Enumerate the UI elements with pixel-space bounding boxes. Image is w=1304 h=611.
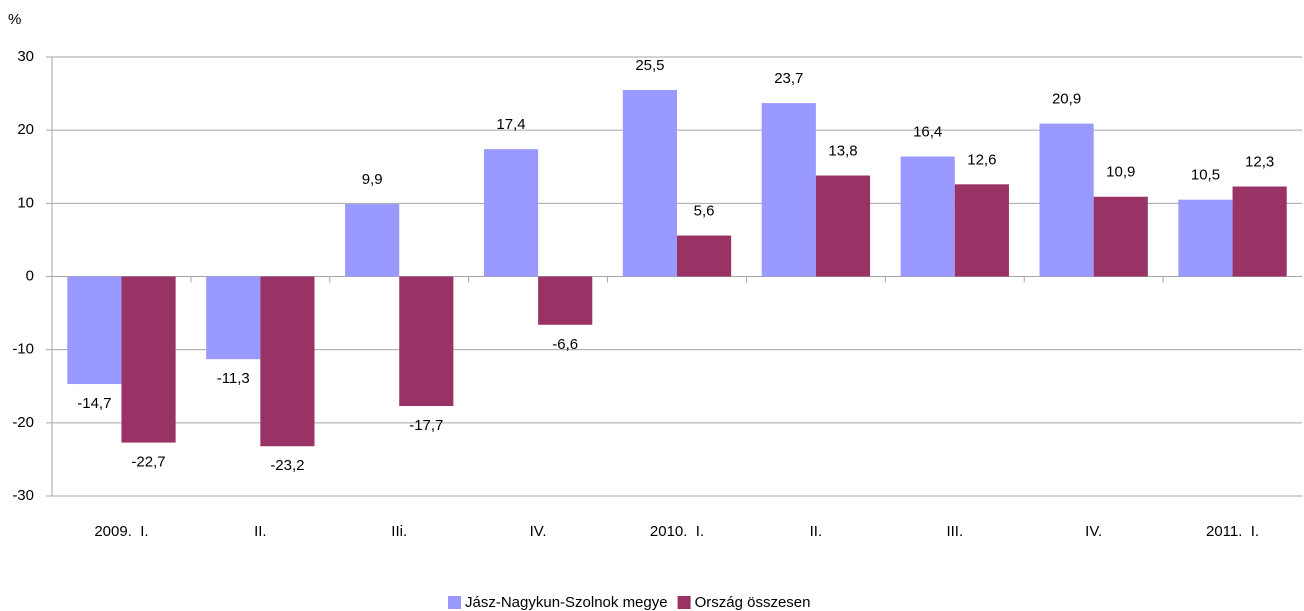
y-tick-label: -20: [12, 414, 34, 431]
value-label: -6,6: [552, 336, 578, 353]
bar: [345, 204, 400, 277]
bar: [260, 276, 315, 447]
x-tick-label: IV.: [530, 523, 547, 540]
value-label: 9,9: [362, 171, 383, 188]
bar: [815, 175, 871, 277]
x-tick-label: II.: [810, 523, 823, 540]
value-label: 17,4: [496, 116, 525, 133]
legend-label: Jász-Nagykun-Szolnok megye: [465, 594, 668, 611]
x-tick-label: IIi.: [391, 523, 407, 540]
bar: [761, 103, 816, 277]
legend-label: Ország összesen: [695, 594, 811, 611]
bar: [399, 276, 454, 407]
legend-swatch: [677, 596, 691, 609]
value-label: 12,6: [967, 151, 996, 168]
bar: [954, 184, 1009, 277]
value-label: -11,3: [217, 370, 250, 387]
x-tick-label: 2011. I.: [1206, 523, 1259, 540]
y-tick-label: -30: [12, 487, 34, 504]
bar: [538, 276, 593, 325]
value-label: 12,3: [1245, 153, 1274, 170]
bar: [483, 149, 539, 277]
bar: [1093, 196, 1148, 277]
value-label: 5,6: [694, 202, 715, 219]
y-unit: %: [8, 11, 21, 28]
bar: [121, 276, 176, 443]
bar: [206, 276, 261, 360]
bar: [1178, 199, 1233, 277]
value-label: 16,4: [913, 123, 942, 140]
x-tick-label: III.: [946, 523, 963, 540]
x-tick-label: 2009. I.: [94, 523, 148, 540]
y-tick-label: 10: [17, 194, 34, 211]
bar: [900, 156, 955, 277]
value-label: -17,7: [409, 417, 443, 434]
y-tick-label: 0: [26, 267, 34, 284]
value-label: -22,7: [131, 454, 165, 471]
bar: [677, 235, 732, 277]
value-label: 20,9: [1052, 91, 1081, 108]
x-tick-label: 2010. I.: [650, 523, 704, 540]
value-label: -23,2: [270, 457, 304, 474]
bar: [1039, 123, 1094, 277]
y-tick-label: 20: [17, 121, 34, 138]
x-tick-label: II.: [254, 523, 267, 540]
value-label: 10,9: [1106, 164, 1135, 181]
bar: [67, 276, 122, 385]
value-label: 25,5: [635, 57, 664, 74]
bar: [1232, 186, 1287, 277]
bar: [622, 89, 677, 277]
value-label: 13,8: [828, 142, 857, 159]
x-tick-label: IV.: [1085, 523, 1102, 540]
value-label: 23,7: [774, 70, 803, 87]
value-label: 10,5: [1191, 167, 1220, 184]
y-tick-label: 30: [17, 48, 34, 65]
legend-swatch: [448, 596, 461, 609]
value-label: -14,7: [77, 395, 111, 412]
y-tick-label: -10: [12, 341, 34, 358]
